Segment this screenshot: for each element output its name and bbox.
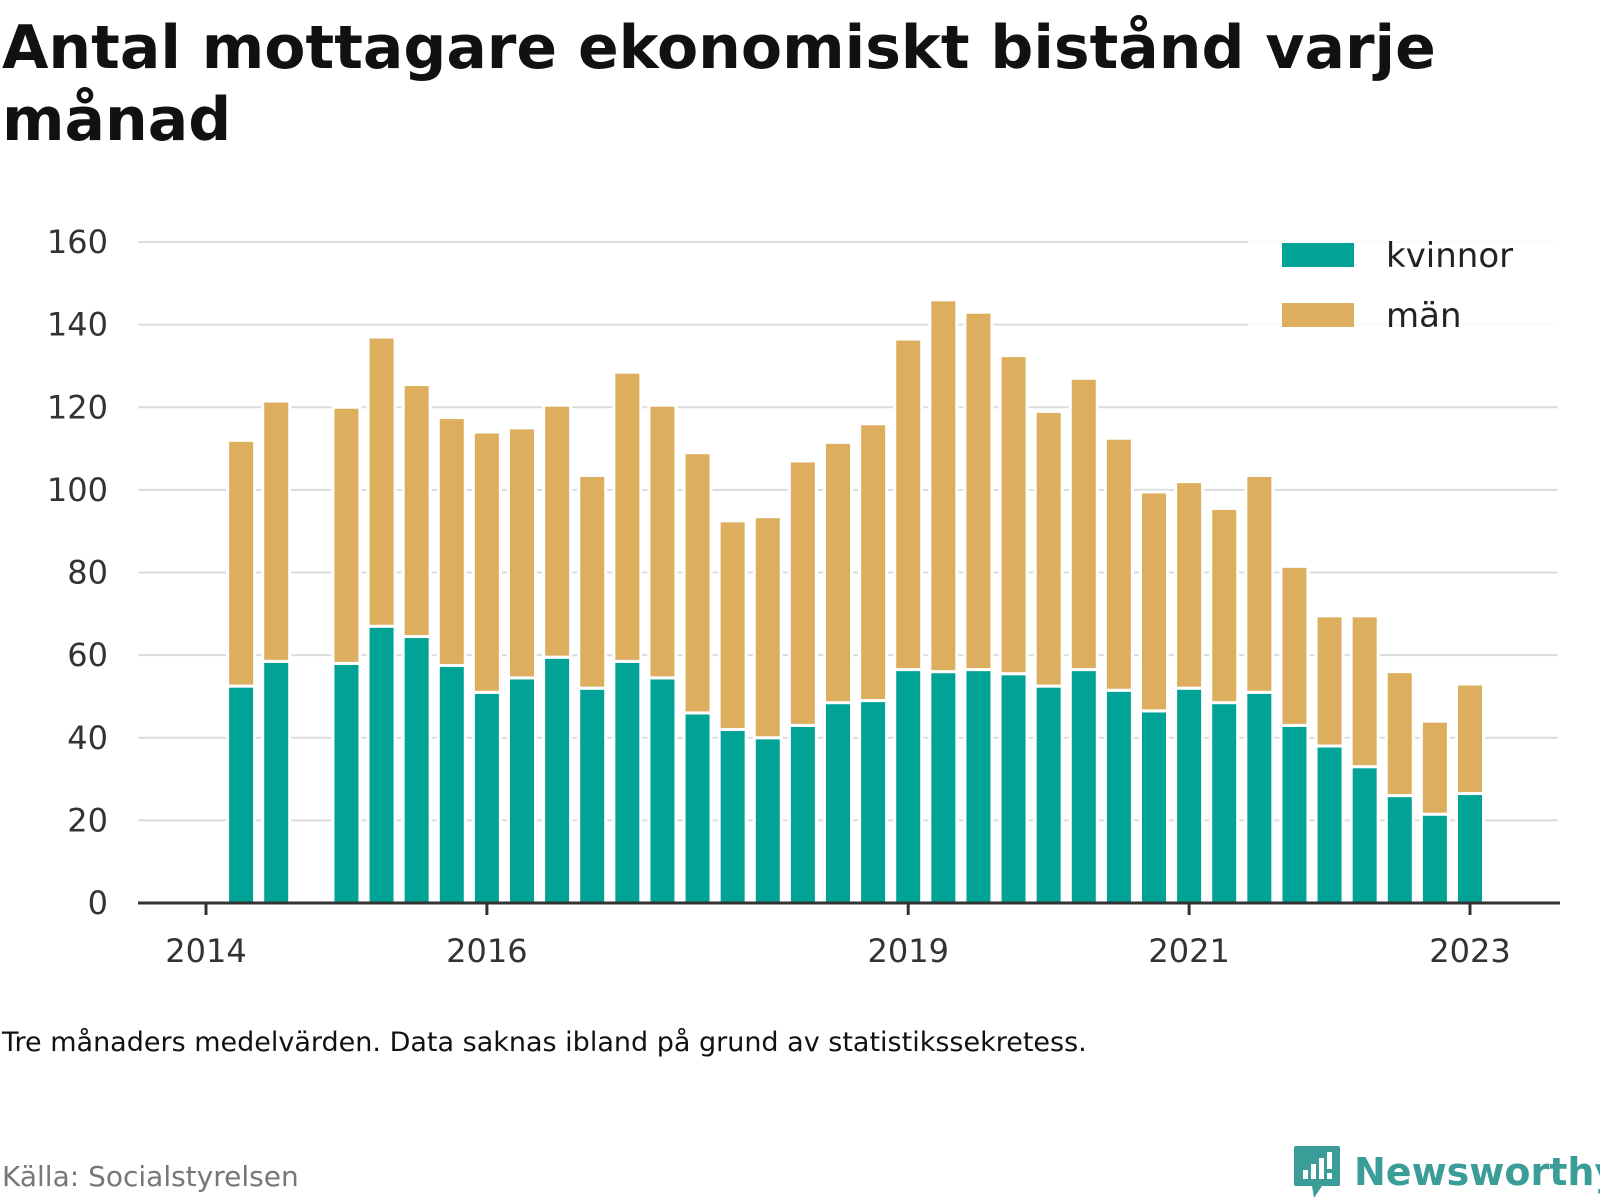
legend-label: kvinnor — [1386, 236, 1513, 276]
bar-segment-man[interactable] — [1068, 376, 1099, 672]
bar-segment-man[interactable] — [1209, 506, 1240, 705]
bar-segment-kvinnor[interactable] — [647, 676, 678, 905]
y-tick-label: 40 — [67, 719, 108, 757]
bar-segment-man[interactable] — [612, 370, 643, 663]
bar-segment-kvinnor[interactable] — [612, 659, 643, 905]
bar-segment-man[interactable] — [226, 438, 257, 688]
x-tick-label: 2021 — [1148, 932, 1229, 970]
y-tick-label: 120 — [47, 388, 108, 426]
y-tick-label: 80 — [67, 554, 108, 592]
source-credit: Källa: Socialstyrelsen — [2, 1160, 299, 1193]
brand-logo[interactable]: Newsworthy — [1292, 1144, 1600, 1200]
bar-segment-man[interactable] — [542, 403, 573, 659]
bar-segment-man[interactable] — [1033, 409, 1064, 688]
y-tick-label: 140 — [47, 306, 108, 344]
chart-title: Antal mottagare ekonomiskt bistånd varje… — [2, 13, 1436, 155]
x-tick-label: 2019 — [868, 932, 949, 970]
bar-segment-man[interactable] — [1419, 719, 1450, 816]
bar-segment-man[interactable] — [577, 473, 608, 690]
bar-segment-kvinnor[interactable] — [1209, 701, 1240, 905]
bar-segment-kvinnor[interactable] — [1419, 812, 1450, 905]
bar-segment-kvinnor[interactable] — [507, 676, 537, 905]
x-tick-label: 2014 — [165, 932, 246, 970]
bar-segment-kvinnor[interactable] — [1279, 723, 1310, 905]
bar-segment-kvinnor[interactable] — [928, 670, 959, 905]
bar-segment-man[interactable] — [823, 440, 853, 705]
bar-segment-man[interactable] — [401, 383, 432, 639]
bar-segment-man[interactable] — [998, 354, 1029, 676]
bars — [226, 298, 1485, 905]
bar-segment-man[interactable] — [261, 399, 292, 663]
axes: 0 20 40 60 80 100 120 140 160 2014 2016 2019 2021 202… — [47, 223, 1560, 970]
bar-segment-kvinnor[interactable] — [331, 661, 362, 905]
bar-segment-man[interactable] — [507, 426, 537, 680]
bar-segment-kvinnor[interactable] — [577, 686, 608, 905]
bar-segment-man[interactable] — [366, 335, 397, 628]
bar-segment-man[interactable] — [647, 403, 678, 680]
bar-segment-kvinnor[interactable] — [1384, 794, 1415, 905]
bar-segment-man[interactable] — [1244, 473, 1275, 694]
bar-segment-kvinnor[interactable] — [682, 711, 713, 905]
brand-name: Newsworthy — [1354, 1150, 1600, 1194]
bar-segment-kvinnor[interactable] — [1244, 690, 1275, 905]
bar-segment-kvinnor[interactable] — [366, 624, 397, 905]
bar-segment-man[interactable] — [928, 298, 959, 674]
bar-segment-man[interactable] — [717, 519, 748, 731]
bar-segment-kvinnor[interactable] — [1455, 792, 1485, 905]
bar-segment-man[interactable] — [1174, 480, 1205, 690]
bar-segment-kvinnor[interactable] — [471, 690, 502, 905]
bar-segment-man[interactable] — [1384, 670, 1415, 798]
bar-segment-kvinnor[interactable] — [1174, 686, 1205, 905]
bar-segment-kvinnor[interactable] — [963, 668, 994, 905]
bar-segment-man[interactable] — [858, 422, 889, 703]
y-tick-label: 160 — [47, 223, 108, 261]
bar-segment-kvinnor[interactable] — [998, 672, 1029, 905]
bar-segment-kvinnor[interactable] — [401, 635, 432, 905]
bar-segment-kvinnor[interactable] — [1349, 765, 1380, 905]
bar-segment-man[interactable] — [1314, 614, 1345, 748]
y-tick-label: 100 — [47, 471, 108, 509]
chart-note: Tre månaders medelvärden. Data saknas ib… — [2, 1027, 1087, 1058]
legend-label: män — [1386, 296, 1462, 336]
y-tick-label: 20 — [67, 801, 108, 839]
bar-segment-kvinnor[interactable] — [717, 727, 748, 905]
bar-segment-kvinnor[interactable] — [1103, 688, 1134, 905]
y-tick-label: 60 — [67, 636, 108, 674]
bar-segment-man[interactable] — [471, 430, 502, 694]
bar-segment-kvinnor[interactable] — [542, 655, 573, 905]
x-tick-label: 2023 — [1429, 932, 1510, 970]
bar-segment-man[interactable] — [787, 459, 818, 727]
bar-segment-kvinnor[interactable] — [1139, 709, 1169, 905]
bar-segment-kvinnor[interactable] — [226, 684, 257, 905]
bar-segment-kvinnor[interactable] — [858, 699, 889, 905]
bar-segment-kvinnor[interactable] — [261, 659, 292, 905]
legend-swatch — [1282, 303, 1354, 327]
legend: kvinnor män — [1248, 228, 1560, 346]
bar-segment-kvinnor[interactable] — [823, 701, 853, 905]
bar-segment-kvinnor[interactable] — [752, 736, 783, 905]
bar-segment-man[interactable] — [1279, 564, 1310, 727]
bar-segment-man[interactable] — [436, 416, 467, 667]
bar-segment-kvinnor[interactable] — [436, 663, 467, 905]
y-tick-label: 0 — [88, 884, 108, 922]
bar-segment-man[interactable] — [752, 515, 783, 740]
bar-segment-kvinnor[interactable] — [1314, 744, 1345, 905]
bar-segment-kvinnor[interactable] — [1068, 668, 1099, 905]
bar-segment-man[interactable] — [1139, 490, 1169, 713]
bar-segment-man[interactable] — [1455, 682, 1485, 796]
bar-segment-kvinnor[interactable] — [893, 668, 924, 905]
bar-segment-kvinnor[interactable] — [1033, 684, 1064, 905]
bar-segment-man[interactable] — [893, 337, 924, 672]
bar-segment-man[interactable] — [682, 451, 713, 715]
bar-segment-man[interactable] — [1103, 436, 1134, 692]
x-tick-label: 2016 — [446, 932, 527, 970]
bar-segment-man[interactable] — [1349, 614, 1380, 769]
bar-segment-man[interactable] — [331, 405, 362, 665]
newsworthy-logo-icon — [1294, 1146, 1340, 1198]
legend-swatch — [1282, 243, 1354, 267]
bar-segment-man[interactable] — [963, 310, 994, 672]
bar-segment-kvinnor[interactable] — [787, 723, 818, 905]
